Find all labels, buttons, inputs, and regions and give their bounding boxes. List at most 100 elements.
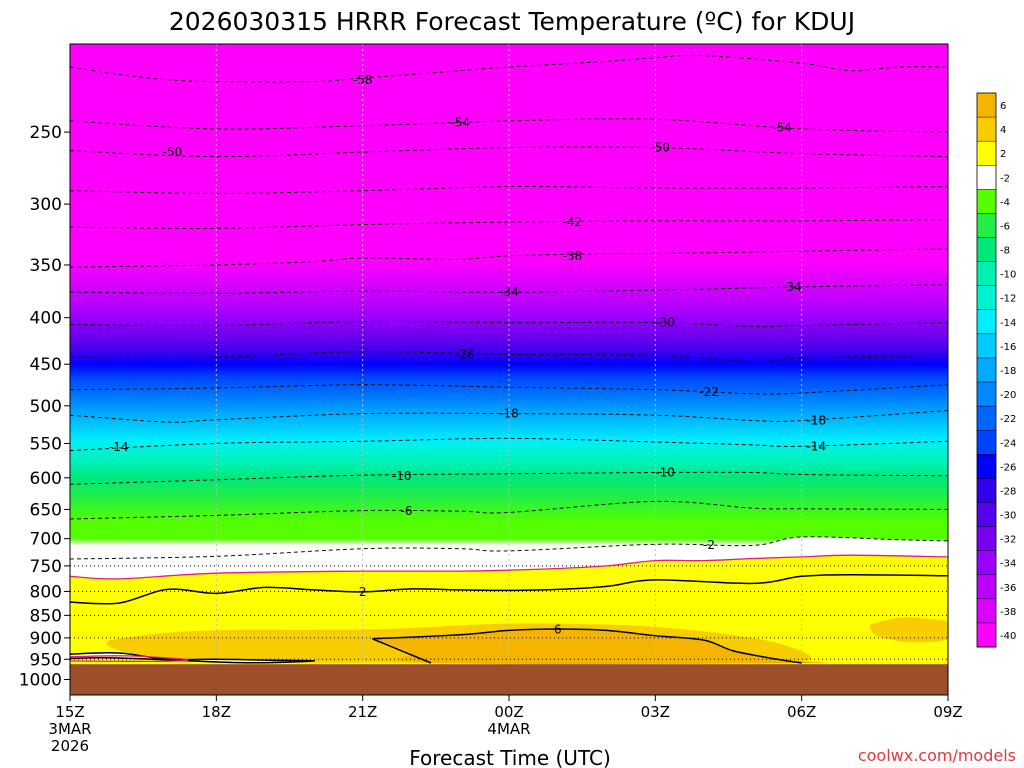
colorbar-swatch-17 — [977, 502, 996, 528]
contour-label-1: -54 — [450, 116, 470, 130]
colorbar-label-18: -32 — [1000, 535, 1016, 546]
colorbar-swatch-4 — [977, 189, 996, 214]
contour--26 — [70, 351, 948, 363]
contour--30 — [70, 320, 948, 328]
contour-label-8: -34 — [782, 280, 802, 294]
temperature-contours — [70, 54, 948, 560]
contour-label-13: -18 — [806, 414, 826, 428]
colorbar-swatch-11 — [977, 357, 996, 383]
colorbar-swatch-19 — [977, 550, 996, 576]
x-tick-label-18Z: 18Z — [202, 703, 231, 721]
colorbar-swatch-6 — [977, 237, 996, 263]
colorbar-swatch-10 — [977, 333, 996, 359]
colorbar-swatch-9 — [977, 309, 996, 335]
y-tick-label-400: 400 — [30, 309, 62, 329]
colorbar-label-3: -2 — [1000, 173, 1010, 184]
credit-label: coolwx.com/models — [858, 746, 1016, 765]
contour-label-11: -22 — [699, 385, 719, 399]
x-tick-sublabel-2026: 2026 — [51, 737, 89, 755]
y-tick-label-250: 250 — [30, 123, 62, 143]
x-tick-label-21Z: 21Z — [348, 703, 377, 721]
y-tick-label-500: 500 — [30, 397, 62, 417]
chart-title: 2026030315 HRRR Forecast Temperature (ºC… — [169, 7, 855, 36]
colorbar-swatch-0 — [977, 93, 996, 118]
contour--46 — [70, 186, 948, 194]
x-tick-label-09Z: 09Z — [933, 703, 962, 721]
colorbar-label-12: -20 — [1000, 390, 1016, 401]
contour-label-9: -30 — [655, 316, 675, 330]
colorbar-swatch-22 — [977, 622, 996, 648]
x-tick-label-15Z: 15Z — [55, 703, 84, 721]
contour-label-19: -2 — [703, 538, 715, 552]
y-tick-label-300: 300 — [30, 195, 62, 215]
contour--2 — [70, 536, 948, 560]
colorbar-label-4: -4 — [1000, 197, 1010, 208]
time-grid-lines — [215, 44, 803, 695]
y-tick-label-700: 700 — [30, 530, 62, 550]
colorbar-swatch-5 — [977, 213, 996, 239]
contour--22 — [70, 384, 948, 395]
warm-patch-4c-right — [870, 617, 948, 643]
colorbar-swatch-7 — [977, 261, 996, 287]
colorbar-label-17: -30 — [1000, 511, 1016, 522]
contour-labels: -58-54 -54-50 -50-42-38-34 -34-30-26-22-18-… — [109, 73, 826, 637]
colorbar-swatch-18 — [977, 526, 996, 552]
contour-label-15: -14 — [806, 439, 826, 453]
contour-label-12: -18 — [499, 407, 519, 421]
contour-label-21: 6 — [554, 622, 562, 636]
colorbar-label-14: -24 — [1000, 438, 1016, 449]
colorbar: 6 4 2 -2 -4 -6 -8 -10 -12 -14 -16 -18 -20 -22 -24 -26 -2… — [976, 92, 1016, 648]
contour--38 — [70, 248, 948, 268]
colorbar-swatch-8 — [977, 285, 996, 311]
contour-label-6: -38 — [563, 249, 583, 263]
terrain — [70, 664, 948, 695]
contour-label-3: -50 — [163, 145, 183, 159]
colorbar-label-15: -26 — [1000, 462, 1016, 473]
colorbar-swatch-1 — [977, 117, 996, 142]
colorbar-swatch-15 — [977, 454, 996, 479]
y-tick-label-450: 450 — [30, 355, 62, 375]
colorbar-swatch-2 — [977, 141, 996, 166]
colorbar-swatch-12 — [977, 382, 996, 407]
colorbar-swatch-16 — [977, 478, 996, 503]
freezing-line — [70, 554, 948, 580]
y-tick-label-550: 550 — [30, 434, 62, 454]
contour--58 — [70, 54, 948, 83]
colorbar-label-5: -6 — [1000, 221, 1010, 232]
colorbar-label-10: -16 — [1000, 342, 1016, 353]
contour--18 — [70, 410, 948, 423]
contour-near-surface — [70, 652, 315, 664]
y-tick-label-1000: 1000 — [19, 671, 62, 691]
colorbar-swatch-21 — [977, 598, 996, 624]
contour-label-5: -42 — [563, 215, 583, 229]
colorbar-label-2: 2 — [1000, 149, 1006, 160]
colorbar-swatch-14 — [977, 430, 996, 455]
y-tick-label-900: 900 — [30, 629, 62, 649]
colorbar-swatch-20 — [977, 574, 996, 600]
colorbar-label-19: -34 — [1000, 559, 1016, 570]
x-tick-label-00Z: 00Z — [494, 703, 523, 721]
colorbar-label-21: -38 — [1000, 607, 1016, 618]
colorbar-label-1: 4 — [1000, 125, 1006, 136]
colorbar-label-13: -22 — [1000, 414, 1016, 425]
contour-label-14: -14 — [109, 440, 129, 454]
colorbar-label-7: -10 — [1000, 270, 1016, 281]
freezing-line-near-surface — [70, 655, 189, 662]
contour-6c — [372, 628, 802, 664]
y-tick-label-850: 850 — [30, 606, 62, 626]
y-tick-label-950: 950 — [30, 650, 62, 670]
contour-label-4: -50 — [650, 141, 670, 155]
colorbar-label-22: -40 — [1000, 631, 1016, 642]
colorbar-label-16: -28 — [1000, 486, 1016, 497]
x-tick-label-06Z: 06Z — [787, 703, 816, 721]
contour-label-17: -10 — [655, 466, 675, 480]
colorbar-label-9: -14 — [1000, 318, 1016, 329]
contour-2c — [70, 574, 948, 605]
contour-label-20: 2 — [359, 585, 367, 599]
warm-core-6c — [372, 629, 825, 664]
x-tick-label-03Z: 03Z — [641, 703, 670, 721]
contour-label-18: -6 — [401, 504, 413, 518]
y-tick-label-750: 750 — [30, 557, 62, 577]
x-axis-label: Forecast Time (UTC) — [409, 746, 611, 768]
